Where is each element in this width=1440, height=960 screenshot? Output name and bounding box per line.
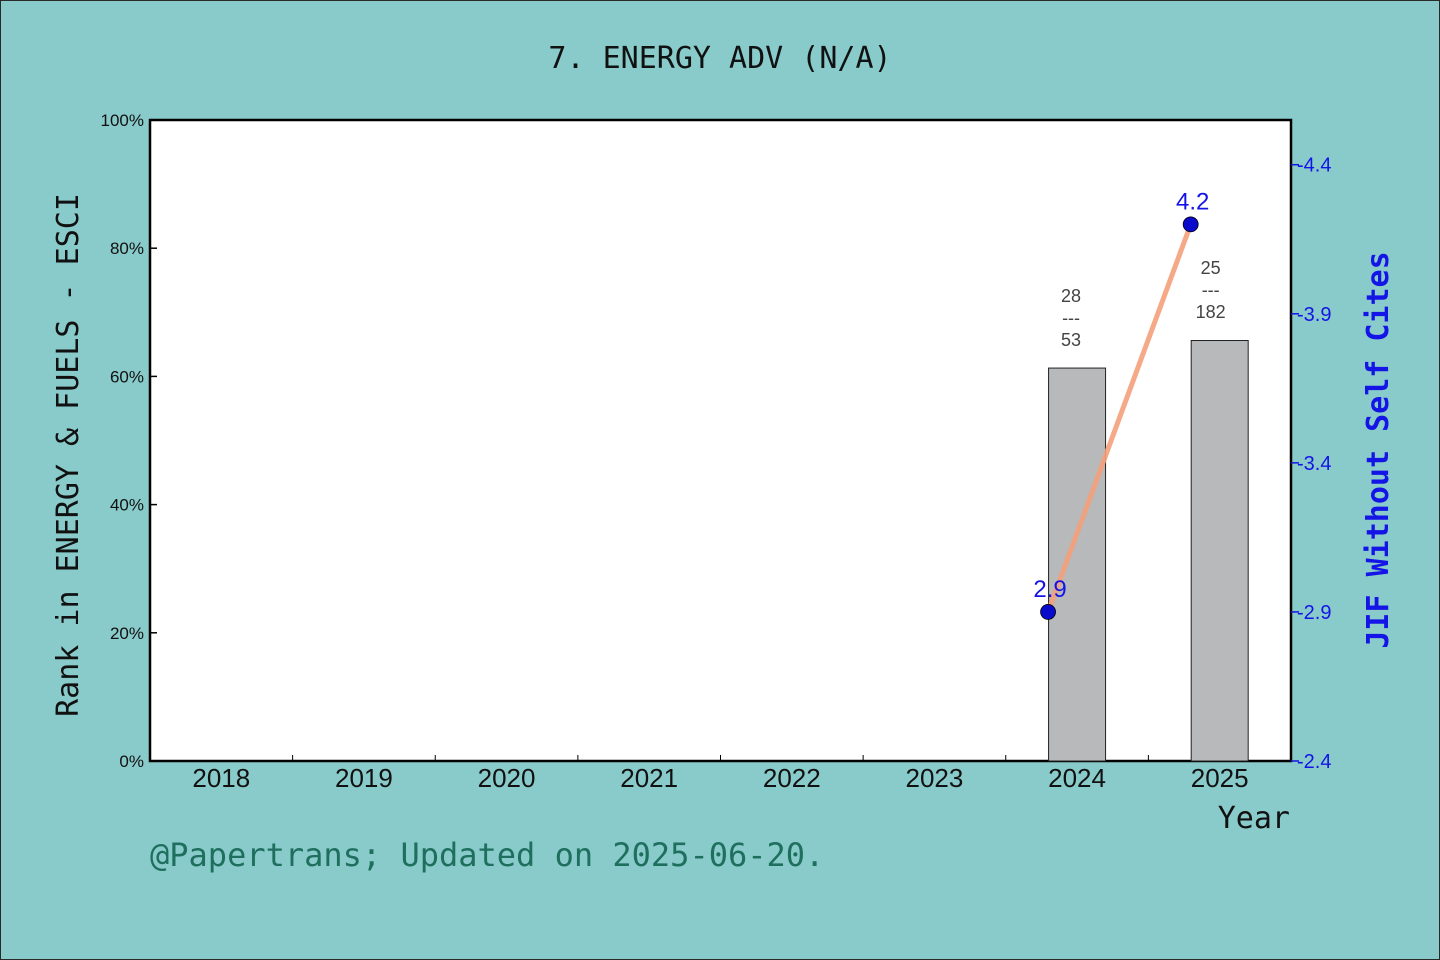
bar-separator-label: --- <box>1202 280 1220 300</box>
bar-total-label: 182 <box>1196 302 1226 322</box>
y-tick-label: 0% <box>119 752 144 771</box>
x-tick-label: 2023 <box>906 763 964 793</box>
x-tick-label: 2024 <box>1048 763 1106 793</box>
y-right-tick-label: -2.9 <box>1297 602 1331 624</box>
line-point-label: 2.9 <box>1033 576 1066 603</box>
plot-area <box>148 118 1293 763</box>
bar-separator-label: --- <box>1062 308 1080 328</box>
y-right-tick-label: -3.9 <box>1297 304 1331 326</box>
bar-rank-label: 28 <box>1061 286 1081 306</box>
x-tick-label: 2022 <box>763 763 821 793</box>
y-tick-label: 60% <box>110 367 144 386</box>
y-axis-label: Rank in ENERGY & FUELS - ESCI <box>51 193 86 717</box>
bar <box>1190 340 1249 762</box>
y-tick-label: 40% <box>110 496 144 515</box>
y-right-tick-label: -2.4 <box>1297 751 1331 773</box>
bar-rank-label: 25 <box>1201 258 1221 278</box>
x-tick-label: 2020 <box>478 763 536 793</box>
y-right-tick-label: -3.4 <box>1297 453 1331 475</box>
line-point <box>1182 216 1199 233</box>
footer-note: @Papertrans; Updated on 2025-06-20. <box>150 836 824 874</box>
chart-title: 7. ENERGY ADV (N/A) <box>548 41 891 76</box>
x-tick-label: 2025 <box>1191 763 1249 793</box>
y-right-tick-label: -4.4 <box>1297 155 1331 177</box>
x-tick-label: 2019 <box>335 763 393 793</box>
bar-total-label: 53 <box>1061 330 1081 350</box>
line-point <box>1040 604 1056 620</box>
x-tick-label: 2021 <box>620 763 678 793</box>
x-axis-label: Year <box>1218 801 1290 836</box>
x-tick-label: 2018 <box>192 763 250 793</box>
series-line <box>1045 223 1194 613</box>
y-tick-label: 80% <box>110 239 144 258</box>
bar <box>1048 367 1107 762</box>
y-tick-label: 20% <box>110 624 144 643</box>
y-axis-label-right: JIF Without Self Cites <box>1361 251 1396 648</box>
y-tick-label: 100% <box>101 111 144 130</box>
line-point-label: 4.2 <box>1176 188 1209 215</box>
